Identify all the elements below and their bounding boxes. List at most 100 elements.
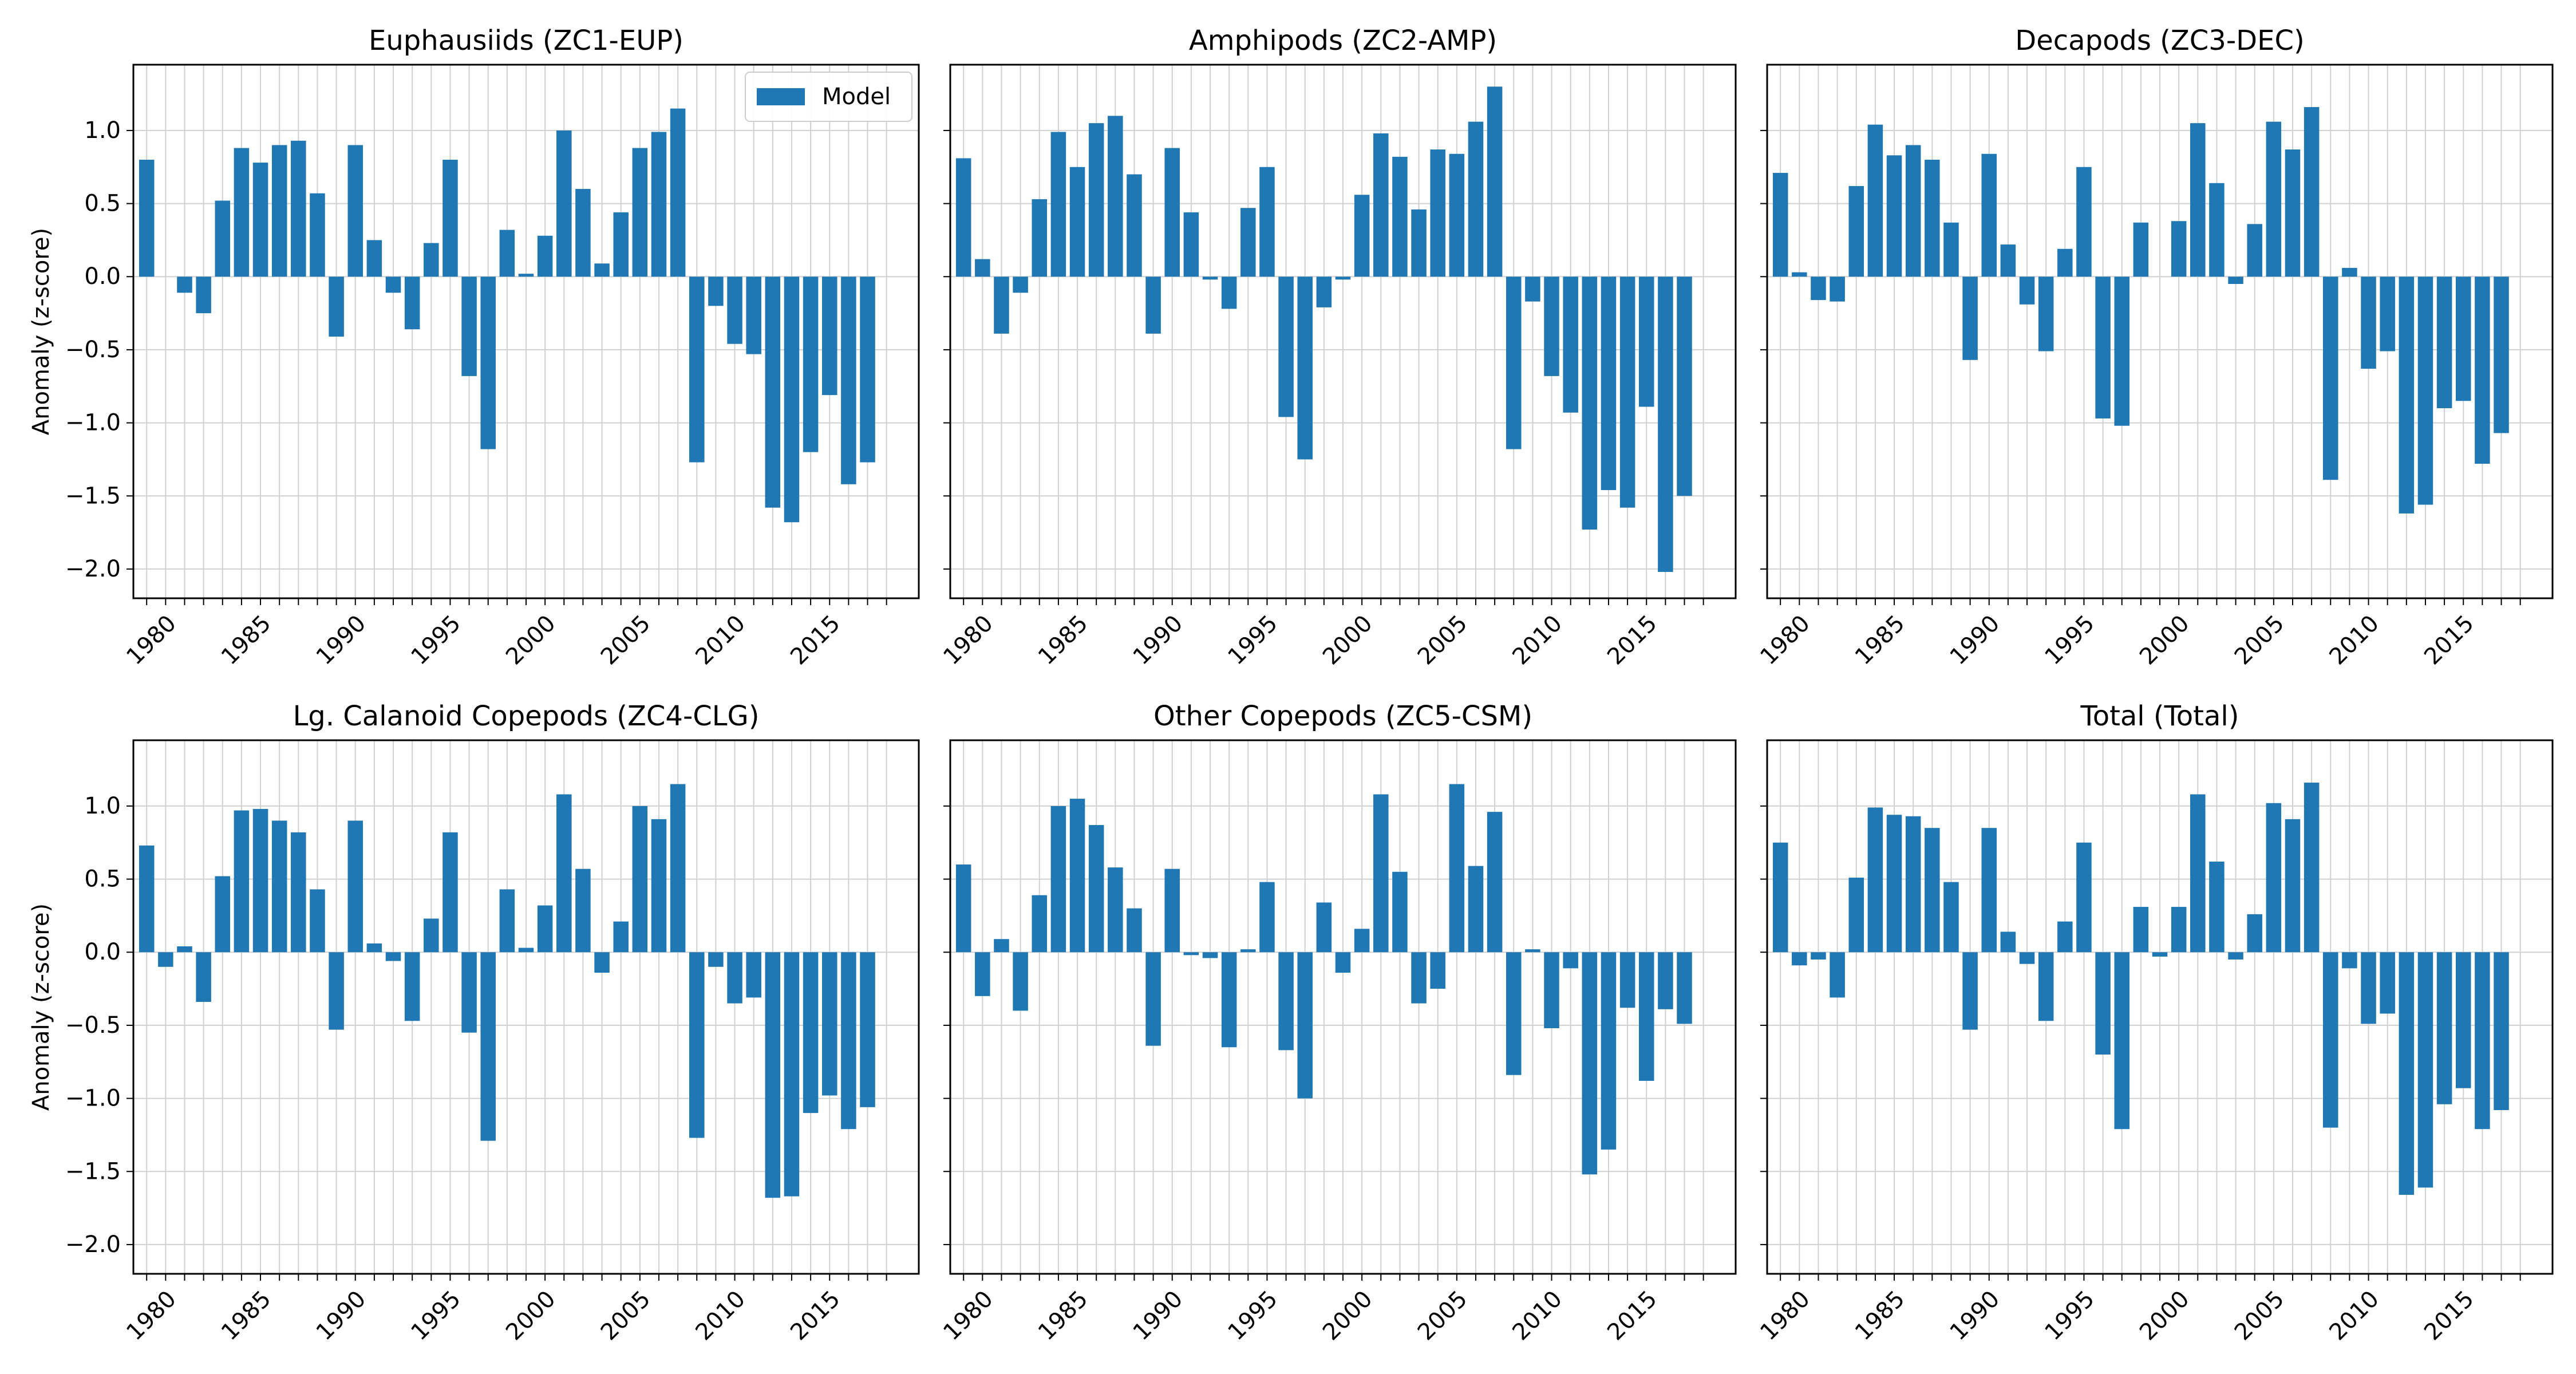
bar — [670, 784, 686, 953]
bar — [2038, 277, 2054, 352]
bar — [2228, 952, 2243, 960]
bar — [1506, 277, 1522, 449]
bar — [1411, 952, 1427, 1004]
bar — [1506, 952, 1522, 1075]
bar — [139, 845, 155, 953]
bar — [1601, 952, 1617, 1150]
bar — [2057, 921, 2073, 953]
bar — [975, 259, 990, 277]
bar — [1202, 277, 1218, 280]
bar — [537, 235, 553, 277]
bar — [651, 819, 667, 953]
bar — [575, 868, 591, 953]
bar — [860, 952, 875, 1107]
bar — [234, 810, 250, 953]
bar — [1830, 952, 1845, 998]
bar — [1772, 842, 1788, 953]
bar — [2417, 277, 2433, 505]
chart-title: Decapods (ZC3-DEC) — [2015, 25, 2304, 57]
bar — [2494, 277, 2509, 433]
bar — [252, 163, 268, 277]
bar — [1867, 124, 1883, 277]
bar — [1848, 185, 1864, 277]
bar — [765, 277, 781, 508]
bar — [1316, 902, 1332, 953]
bar — [461, 277, 477, 376]
bar — [2057, 248, 2073, 277]
chart-title: Other Copepods (ZC5-CSM) — [1153, 700, 1532, 732]
bar — [708, 277, 724, 306]
bar — [1069, 799, 1085, 953]
chart-title: Amphipods (ZC2-AMP) — [1189, 25, 1497, 57]
bar — [537, 905, 553, 953]
bar — [1811, 277, 1826, 301]
bar — [1202, 952, 1218, 958]
bar — [2380, 952, 2395, 1014]
bar — [1449, 153, 1465, 277]
bar — [271, 145, 287, 277]
bar — [1886, 155, 1902, 277]
bar — [158, 952, 173, 967]
bar — [1925, 828, 1940, 953]
bar — [480, 277, 496, 449]
bar — [975, 952, 990, 996]
bar — [1108, 867, 1123, 953]
bar — [2171, 221, 2187, 277]
bar — [424, 243, 439, 277]
y-tick-label: −0.5 — [65, 1012, 121, 1039]
bar — [2076, 167, 2092, 277]
bar — [1962, 952, 1978, 1030]
bar — [860, 277, 875, 463]
bar — [1032, 199, 1048, 277]
bar — [2342, 952, 2357, 969]
bar — [784, 952, 800, 1197]
bar — [1297, 277, 1313, 460]
bar — [708, 952, 724, 967]
bar — [518, 947, 534, 953]
bar — [1792, 952, 1807, 966]
bar — [2152, 952, 2168, 957]
bar — [2380, 277, 2395, 352]
bar — [1619, 277, 1635, 508]
bar — [1886, 815, 1902, 953]
bar — [385, 952, 401, 961]
bar — [480, 952, 496, 1141]
bar — [1658, 277, 1673, 572]
bar — [632, 148, 648, 277]
bar — [1943, 222, 1959, 277]
bar — [234, 148, 250, 277]
bar — [347, 145, 363, 277]
bar — [784, 277, 800, 523]
y-tick-label: 0.0 — [84, 263, 121, 290]
bar — [1013, 277, 1028, 293]
bar — [1221, 277, 1237, 309]
bar — [1848, 878, 1864, 953]
bar — [1013, 952, 1028, 1011]
bar — [1677, 952, 1692, 1024]
bar — [196, 952, 211, 1002]
bar — [803, 952, 819, 1114]
bar — [1430, 952, 1445, 989]
bar — [651, 132, 667, 277]
bar — [2494, 952, 2509, 1111]
bar — [613, 212, 629, 277]
bar — [2266, 121, 2282, 277]
bar — [1962, 277, 1978, 360]
bar — [1164, 148, 1180, 277]
bar — [727, 277, 742, 344]
bar — [955, 864, 971, 953]
bar — [1563, 952, 1578, 969]
bar — [2209, 861, 2225, 953]
bar — [556, 794, 572, 953]
bar — [215, 200, 231, 277]
y-tick-label: 0.5 — [84, 191, 121, 217]
bar — [1032, 895, 1048, 953]
bar — [1430, 149, 1445, 277]
bar — [2114, 952, 2129, 1130]
bar — [2455, 952, 2471, 1088]
bar — [1468, 121, 1484, 277]
bar — [1392, 871, 1408, 953]
bar — [1582, 952, 1598, 1175]
bar — [2285, 819, 2301, 953]
